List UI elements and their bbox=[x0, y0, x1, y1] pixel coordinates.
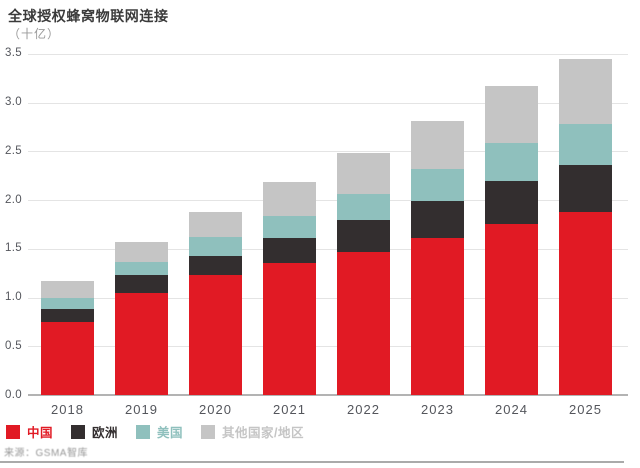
gridline bbox=[28, 297, 628, 299]
x-axis-label-2023: 2023 bbox=[421, 402, 454, 417]
legend-label: 美国 bbox=[157, 426, 184, 440]
bar-segment-欧洲-2022 bbox=[337, 220, 390, 252]
gridline bbox=[28, 53, 628, 55]
bar-segment-美国-2022 bbox=[337, 194, 390, 221]
bar-segment-欧洲-2020 bbox=[189, 255, 242, 276]
bar-segment-其他国家/地区-2025 bbox=[559, 58, 612, 124]
gridline bbox=[28, 102, 628, 104]
bar-segment-美国-2021 bbox=[263, 215, 316, 239]
x-axis-label-2020: 2020 bbox=[199, 402, 232, 417]
legend-swatch-icon bbox=[6, 424, 20, 439]
bar-segment-美国-2019 bbox=[115, 262, 168, 276]
bar-segment-中国-2018 bbox=[41, 321, 94, 395]
bottom-divider bbox=[0, 461, 624, 463]
bar-segment-美国-2018 bbox=[41, 298, 94, 310]
chart-unit-label: （十亿） bbox=[8, 27, 61, 41]
bar-segment-美国-2025 bbox=[559, 123, 612, 165]
y-axis-tick-label: 1.0 bbox=[5, 291, 22, 303]
bar-segment-中国-2025 bbox=[559, 211, 612, 395]
x-axis-label-2022: 2022 bbox=[347, 402, 380, 417]
gridline bbox=[28, 346, 628, 348]
bar-segment-其他国家/地区-2021 bbox=[263, 182, 316, 216]
bar-segment-欧洲-2021 bbox=[263, 238, 316, 264]
bar-segment-中国-2020 bbox=[189, 275, 242, 395]
bar-segment-其他国家/地区-2023 bbox=[411, 121, 464, 169]
y-axis-tick-label: 2.0 bbox=[5, 193, 22, 206]
gridline bbox=[28, 151, 628, 153]
legend-item-欧洲: 欧洲 bbox=[71, 422, 118, 441]
x-axis-label-2018: 2018 bbox=[51, 402, 84, 417]
legend-label: 其他国家/地区 bbox=[222, 426, 305, 440]
chart-title: 全球授权蜂窝物联网连接 bbox=[8, 8, 169, 24]
bar-segment-美国-2024 bbox=[485, 143, 538, 182]
bar-segment-欧洲-2019 bbox=[115, 275, 168, 293]
x-axis-line bbox=[28, 394, 628, 396]
chart-legend: 中国 欧洲 美国 其他国家/地区 bbox=[6, 422, 304, 441]
bar-segment-其他国家/地区-2020 bbox=[189, 211, 242, 238]
bar-segment-中国-2019 bbox=[115, 292, 168, 395]
y-axis-tick-label: 0.5 bbox=[5, 339, 22, 352]
gridline bbox=[28, 200, 628, 201]
bar-segment-中国-2023 bbox=[411, 238, 464, 395]
legend-item-美国: 美国 bbox=[136, 422, 183, 441]
bar-segment-欧洲-2025 bbox=[559, 164, 612, 212]
bar-segment-美国-2020 bbox=[189, 237, 242, 256]
y-axis-tick-label: 2.5 bbox=[5, 144, 22, 157]
x-axis-label-2024: 2024 bbox=[495, 402, 528, 417]
bar-segment-欧洲-2023 bbox=[411, 200, 464, 239]
legend-label: 中国 bbox=[27, 426, 54, 440]
bar-segment-中国-2022 bbox=[337, 251, 390, 395]
bar-segment-欧洲-2024 bbox=[485, 181, 538, 225]
bar-segment-其他国家/地区-2024 bbox=[485, 85, 538, 144]
y-axis-tick-label: 1.5 bbox=[5, 242, 22, 255]
x-axis-label-2025: 2025 bbox=[569, 402, 602, 417]
y-axis-tick-label: 3.0 bbox=[5, 96, 22, 108]
source-note: 来源：GSMA智库 bbox=[4, 448, 88, 459]
bar-segment-其他国家/地区-2018 bbox=[41, 280, 94, 299]
legend-swatch-icon bbox=[71, 424, 86, 439]
legend-swatch-icon bbox=[201, 424, 216, 439]
bar-segment-其他国家/地区-2022 bbox=[337, 153, 390, 195]
legend-swatch-icon bbox=[136, 424, 151, 439]
legend-item-其他国家/地区: 其他国家/地区 bbox=[201, 422, 304, 441]
legend-label: 欧洲 bbox=[92, 426, 119, 440]
bar-segment-美国-2023 bbox=[411, 168, 464, 201]
y-axis-tick-label: 3.5 bbox=[5, 47, 22, 60]
bar-segment-中国-2021 bbox=[263, 263, 316, 395]
x-axis-label-2019: 2019 bbox=[125, 402, 158, 417]
bar-segment-欧洲-2018 bbox=[41, 309, 94, 322]
bar-segment-中国-2024 bbox=[485, 224, 538, 395]
bar-segment-其他国家/地区-2019 bbox=[115, 241, 168, 263]
legend-item-中国: 中国 bbox=[6, 422, 53, 441]
y-axis-tick-label: 0.0 bbox=[5, 388, 22, 401]
x-axis-label-2021: 2021 bbox=[273, 402, 306, 417]
gridline bbox=[28, 248, 628, 250]
